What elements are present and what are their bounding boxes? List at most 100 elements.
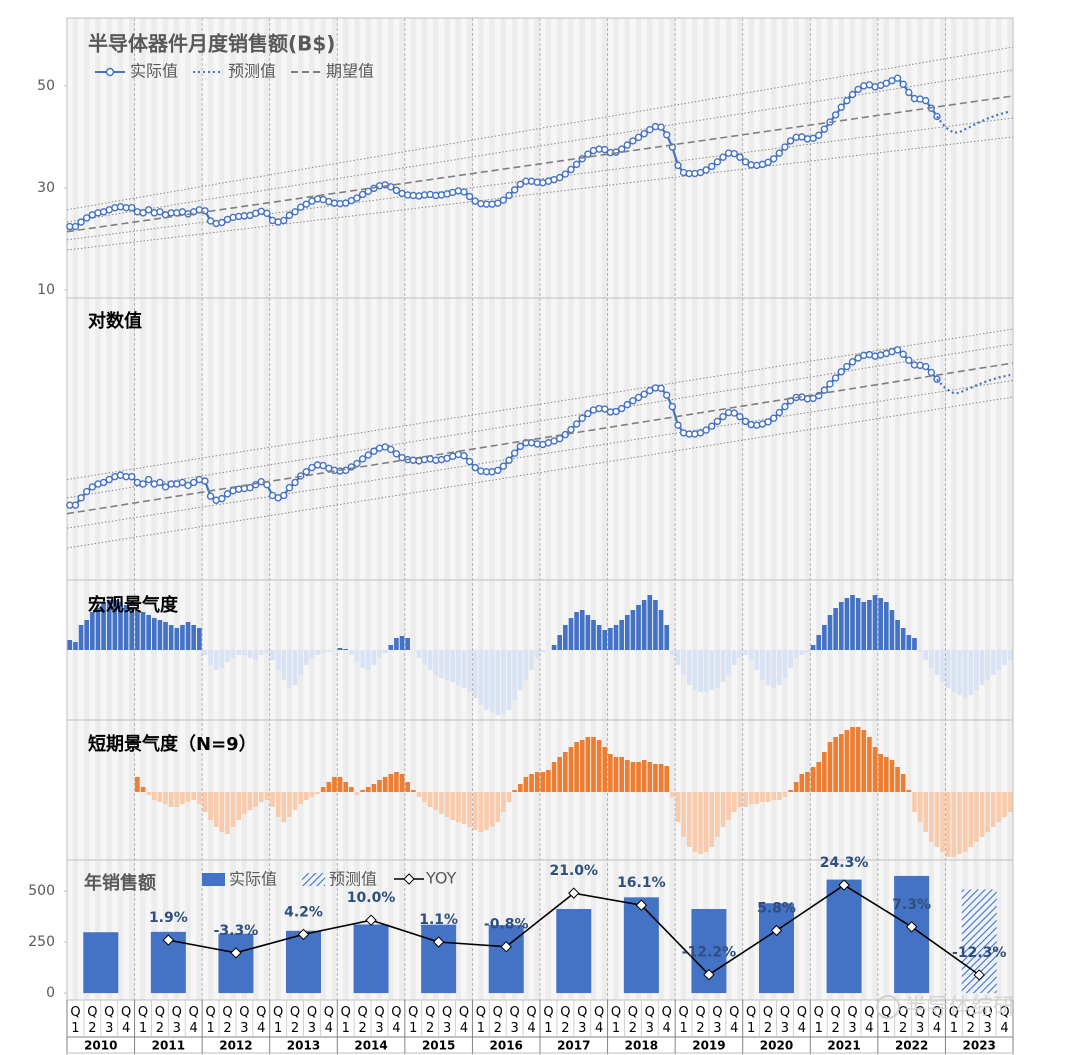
point xyxy=(775,149,784,157)
bar xyxy=(151,618,157,650)
stripe xyxy=(922,18,929,1000)
bar xyxy=(681,792,686,837)
bar xyxy=(850,595,855,650)
bar xyxy=(219,650,225,668)
point xyxy=(837,368,845,376)
year-label: 2020 xyxy=(760,1039,793,1053)
stripe xyxy=(731,18,738,1000)
bar xyxy=(985,792,990,832)
bar xyxy=(979,650,985,685)
yoy-marker xyxy=(703,968,715,981)
bar xyxy=(112,600,118,650)
bar xyxy=(630,610,636,650)
bar xyxy=(805,772,810,792)
y-tick-label: 500 xyxy=(28,883,55,899)
bar xyxy=(810,645,816,650)
point xyxy=(71,222,80,231)
bar xyxy=(388,645,394,650)
bar xyxy=(242,792,247,814)
point xyxy=(364,187,372,196)
point xyxy=(353,194,361,202)
stripe xyxy=(855,18,861,1000)
bar xyxy=(326,782,332,792)
bar xyxy=(343,782,349,792)
year-label: 2012 xyxy=(219,1039,252,1053)
stripe xyxy=(692,18,698,1000)
stripe xyxy=(444,18,450,1000)
stripe xyxy=(686,18,693,1000)
bar xyxy=(230,792,236,827)
stripe xyxy=(917,18,923,1000)
bar xyxy=(822,752,827,792)
stripe xyxy=(157,18,163,1000)
point xyxy=(623,400,631,409)
band-line xyxy=(66,396,1014,549)
bar xyxy=(1002,650,1007,665)
bar xyxy=(979,792,985,837)
stripe xyxy=(382,18,388,1000)
bar xyxy=(556,908,592,994)
yoy-marker xyxy=(365,914,377,926)
stripe xyxy=(247,18,253,1000)
bar xyxy=(782,650,788,678)
bar xyxy=(540,650,546,652)
stripe xyxy=(517,18,524,1000)
legend-label: 预测值 xyxy=(329,870,377,889)
bar xyxy=(388,774,394,792)
stripe xyxy=(562,18,569,1000)
stripe xyxy=(365,18,372,1000)
bar xyxy=(213,792,219,827)
point xyxy=(905,356,913,364)
bar xyxy=(332,777,337,792)
stripe xyxy=(134,18,141,1000)
stripe xyxy=(275,18,281,1000)
point xyxy=(567,165,575,174)
stripe xyxy=(607,18,614,1000)
stripe xyxy=(264,18,270,1000)
bar xyxy=(298,650,303,675)
point xyxy=(674,421,682,429)
bar xyxy=(467,650,472,692)
stripe xyxy=(934,18,940,1000)
stripe xyxy=(252,18,259,1000)
stripe xyxy=(461,18,467,1000)
bar xyxy=(353,924,389,994)
bar xyxy=(872,595,878,650)
stripe xyxy=(545,18,552,1000)
data-label: 21.0% xyxy=(549,863,598,879)
bar xyxy=(923,792,929,832)
year-label: 2016 xyxy=(490,1039,523,1053)
stripe xyxy=(337,18,343,1000)
bar xyxy=(67,640,73,650)
bar xyxy=(793,782,799,792)
bar xyxy=(585,737,591,792)
chart-title: 半导体器件月度销售额(B$) xyxy=(88,32,335,56)
bar xyxy=(287,650,292,688)
stripe xyxy=(106,18,113,1000)
bar xyxy=(957,650,962,695)
stripe xyxy=(387,18,394,1000)
bar xyxy=(174,792,180,807)
point xyxy=(702,426,710,434)
point xyxy=(899,80,907,89)
stripe xyxy=(996,18,1002,1000)
bar xyxy=(788,790,793,792)
point xyxy=(848,358,857,366)
bar xyxy=(382,650,388,653)
stripe xyxy=(128,18,135,1000)
bar xyxy=(225,650,230,662)
bar xyxy=(636,605,641,650)
point xyxy=(178,478,187,487)
stripe xyxy=(753,18,760,1000)
stripe xyxy=(433,18,439,1000)
bar xyxy=(484,650,489,710)
point xyxy=(471,463,479,472)
stripe xyxy=(652,18,659,1000)
stripe xyxy=(708,18,715,1000)
